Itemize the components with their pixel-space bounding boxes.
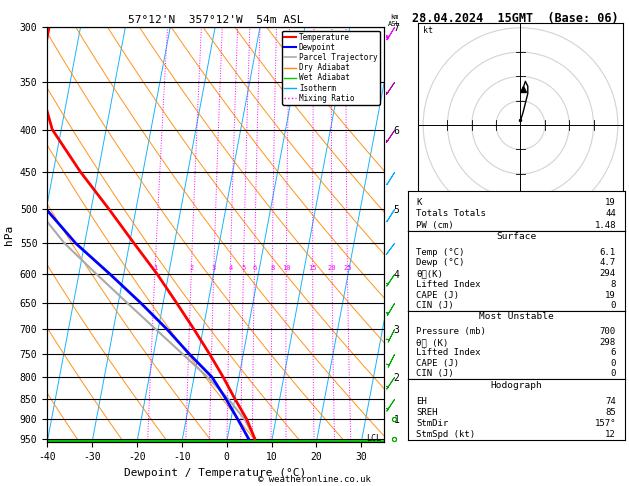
Text: SREH: SREH [416,408,438,417]
Text: Dewp (°C): Dewp (°C) [416,259,465,267]
Text: 15: 15 [308,265,317,271]
Text: Hodograph: Hodograph [490,381,542,390]
Text: Surface: Surface [496,232,536,241]
Text: 6: 6 [252,265,257,271]
Text: Temp (°C): Temp (°C) [416,248,465,257]
Text: StmSpd (kt): StmSpd (kt) [416,430,476,439]
Title: 57°12'N  357°12'W  54m ASL: 57°12'N 357°12'W 54m ASL [128,15,303,25]
Text: StmDir: StmDir [416,419,448,428]
Text: © weatheronline.co.uk: © weatheronline.co.uk [258,474,371,484]
Text: kt: kt [423,26,433,35]
Text: 294: 294 [600,269,616,278]
Text: 700: 700 [600,328,616,336]
Text: Lifted Index: Lifted Index [416,280,481,289]
Y-axis label: km
ASL: km ASL [418,235,436,256]
Text: 10: 10 [282,265,291,271]
Text: Totals Totals: Totals Totals [416,209,486,218]
Text: 12: 12 [605,430,616,439]
Text: Lifted Index: Lifted Index [416,348,481,357]
Text: Pressure (mb): Pressure (mb) [416,328,486,336]
Y-axis label: hPa: hPa [4,225,14,244]
Text: 4: 4 [228,265,233,271]
Text: 44: 44 [605,209,616,218]
Text: 8: 8 [611,280,616,289]
Text: 25: 25 [343,265,352,271]
X-axis label: Dewpoint / Temperature (°C): Dewpoint / Temperature (°C) [125,468,306,478]
Text: 4.7: 4.7 [600,259,616,267]
Text: Most Unstable: Most Unstable [479,312,554,321]
Text: 0: 0 [611,359,616,368]
Text: PW (cm): PW (cm) [416,221,454,229]
Text: LCL: LCL [367,434,381,443]
Text: km
ASL: km ASL [388,14,401,27]
Text: K: K [416,197,421,207]
Text: CIN (J): CIN (J) [416,301,454,310]
Text: CIN (J): CIN (J) [416,369,454,378]
Text: 19: 19 [605,291,616,299]
Legend: Temperature, Dewpoint, Parcel Trajectory, Dry Adiabat, Wet Adiabat, Isotherm, Mi: Temperature, Dewpoint, Parcel Trajectory… [282,31,380,105]
Text: 157°: 157° [594,419,616,428]
Text: 6.1: 6.1 [600,248,616,257]
Text: 8: 8 [270,265,274,271]
Text: 74: 74 [605,397,616,406]
Text: 85: 85 [605,408,616,417]
Text: 1: 1 [153,265,157,271]
Text: 6: 6 [611,348,616,357]
Text: 19: 19 [605,197,616,207]
Text: EH: EH [416,397,427,406]
Text: CAPE (J): CAPE (J) [416,291,459,299]
Text: 0: 0 [611,301,616,310]
Text: 298: 298 [600,338,616,347]
Text: θᴇ (K): θᴇ (K) [416,338,448,347]
Text: 0: 0 [611,369,616,378]
Text: 28.04.2024  15GMT  (Base: 06): 28.04.2024 15GMT (Base: 06) [412,12,618,25]
Text: 3: 3 [212,265,216,271]
Text: 2: 2 [189,265,194,271]
Text: 5: 5 [242,265,245,271]
Text: 20: 20 [328,265,337,271]
Text: 1.48: 1.48 [594,221,616,229]
Text: θᴇ(K): θᴇ(K) [416,269,443,278]
Text: CAPE (J): CAPE (J) [416,359,459,368]
